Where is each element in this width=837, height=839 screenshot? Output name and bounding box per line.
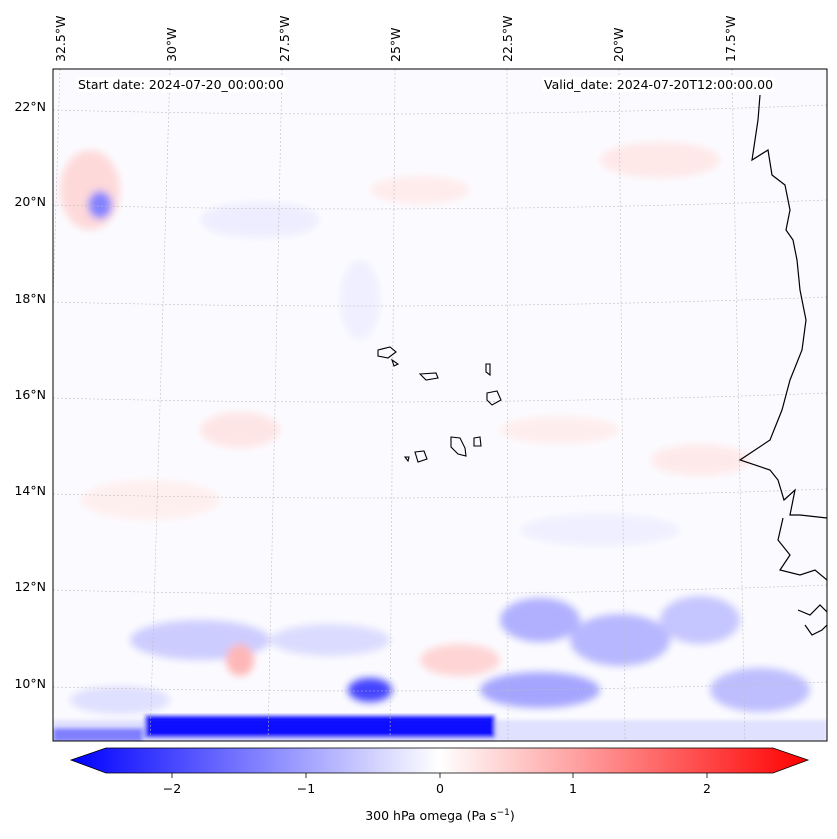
colorbar xyxy=(69,747,810,778)
colorbar-label-suffix: ) xyxy=(509,808,515,824)
omega-field xyxy=(53,69,827,741)
colorbar-tick-label: 1 xyxy=(569,781,577,796)
lon-label: 17.5°W xyxy=(723,15,738,62)
lat-label: 12°N xyxy=(14,579,46,594)
colorbar-label-prefix: 300 hPa omega (Pa s xyxy=(365,808,497,824)
lon-label: 32.5°W xyxy=(53,15,68,62)
lat-label: 18°N xyxy=(14,291,46,306)
colorbar-label-exponent: −1 xyxy=(496,808,510,818)
valid-date-label: Valid_date: 2024-07-20T12:00:00.00 xyxy=(542,77,776,92)
lat-label: 10°N xyxy=(14,676,46,691)
colorbar-tick-label: 2 xyxy=(703,781,711,796)
lon-label: 20°W xyxy=(611,27,626,62)
lon-label: 25°W xyxy=(388,27,403,62)
lon-label: 22.5°W xyxy=(500,15,515,62)
colorbar-tick-label: 0 xyxy=(436,781,444,796)
coastline xyxy=(738,94,827,636)
graticule xyxy=(53,69,827,741)
lat-label: 16°N xyxy=(14,387,46,402)
lat-label: 14°N xyxy=(14,483,46,498)
colorbar-label: 300 hPa omega (Pa s−1) xyxy=(365,808,515,823)
lon-label: 27.5°W xyxy=(277,15,292,62)
lat-label: 20°N xyxy=(14,194,46,209)
map-frame xyxy=(52,68,828,742)
start-date-label: Start date: 2024-07-20_00:00:00 xyxy=(76,77,286,92)
lon-label: 30°W xyxy=(164,27,179,62)
colorbar-tick-label: −1 xyxy=(296,781,316,796)
lat-label: 22°N xyxy=(14,99,46,114)
colorbar-tick-label: −2 xyxy=(162,781,182,796)
islands xyxy=(377,346,502,463)
